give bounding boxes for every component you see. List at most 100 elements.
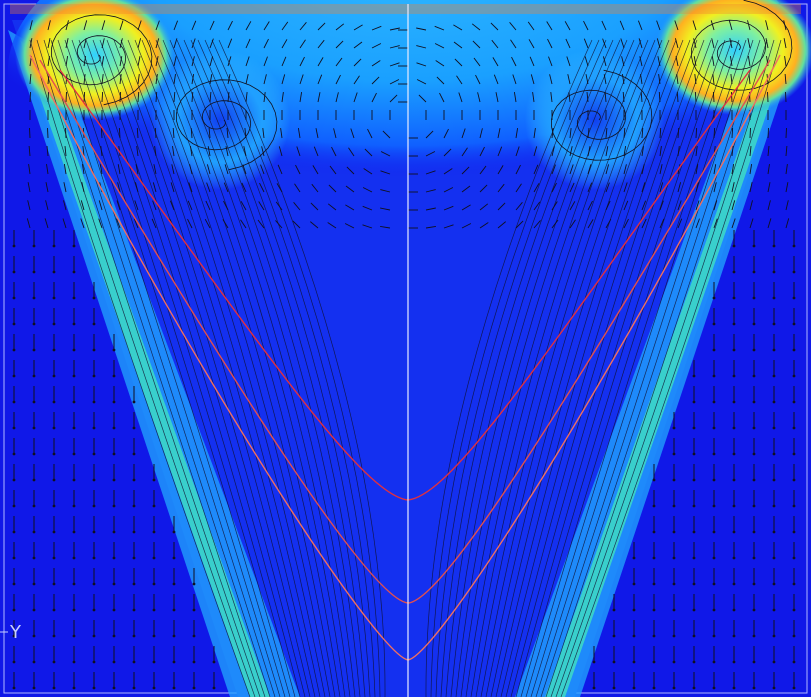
vector-head <box>153 531 156 534</box>
vector-head <box>653 661 656 664</box>
vector <box>714 128 715 138</box>
vector-head <box>153 505 156 508</box>
vector-head <box>613 635 616 638</box>
vector-head <box>93 349 96 352</box>
vector-head <box>93 661 96 664</box>
vector-head <box>733 427 736 430</box>
vector-head <box>13 453 16 456</box>
vector-head <box>73 531 76 534</box>
vector-head <box>133 479 136 482</box>
vector-head <box>753 609 756 612</box>
vector-head <box>793 297 796 300</box>
vector-head <box>673 505 676 508</box>
vector-head <box>753 583 756 586</box>
vector <box>101 128 102 138</box>
vector-head <box>713 505 716 508</box>
axis-label: Y <box>9 622 22 643</box>
vector-head <box>53 453 56 456</box>
vector-head <box>713 531 716 534</box>
vector-head <box>33 557 36 560</box>
vector-head <box>113 583 116 586</box>
vector-head <box>93 609 96 612</box>
vector-head <box>693 661 696 664</box>
vector-head <box>33 583 36 586</box>
vector <box>119 128 120 138</box>
vector-head <box>773 505 776 508</box>
vector-head <box>733 661 736 664</box>
vector-head <box>153 609 156 612</box>
vector-head <box>53 557 56 560</box>
vector-head <box>793 271 796 274</box>
vector-head <box>193 635 196 638</box>
vector-head <box>673 531 676 534</box>
vector-head <box>733 479 736 482</box>
vector-head <box>713 661 716 664</box>
vector-head <box>13 557 16 560</box>
vector-head <box>773 427 776 430</box>
vector-head <box>653 635 656 638</box>
vector-head <box>33 427 36 430</box>
vector-head <box>793 427 796 430</box>
vector-head <box>53 271 56 274</box>
vector-head <box>713 297 716 300</box>
vector-head <box>633 583 636 586</box>
vector-head <box>773 401 776 404</box>
vector-head <box>13 349 16 352</box>
vector-head <box>73 271 76 274</box>
vector-head <box>753 375 756 378</box>
vector-head <box>153 583 156 586</box>
vector-head <box>93 401 96 404</box>
vector-head <box>733 401 736 404</box>
vector-head <box>133 531 136 534</box>
vector-head <box>33 453 36 456</box>
vector <box>48 92 49 102</box>
vector-head <box>133 687 136 690</box>
vector-head <box>73 453 76 456</box>
vector-head <box>673 609 676 612</box>
vector-head <box>73 323 76 326</box>
vector <box>84 92 85 102</box>
vector-head <box>153 687 156 690</box>
vector-head <box>693 557 696 560</box>
vector-head <box>713 479 716 482</box>
vector-head <box>13 245 16 248</box>
vector-head <box>773 245 776 248</box>
vector-head <box>793 583 796 586</box>
vector-head <box>733 375 736 378</box>
vector-head <box>113 687 116 690</box>
vector <box>786 92 787 102</box>
vector-head <box>53 349 56 352</box>
vector-head <box>733 557 736 560</box>
vector-head <box>113 505 116 508</box>
vector-head <box>73 479 76 482</box>
vector-head <box>693 479 696 482</box>
vector-head <box>153 635 156 638</box>
vector-head <box>93 479 96 482</box>
vector-head <box>793 687 796 690</box>
vector-head <box>733 531 736 534</box>
vector-head <box>793 245 796 248</box>
vector-head <box>33 323 36 326</box>
vector-head <box>733 635 736 638</box>
vector-head <box>53 583 56 586</box>
vector-head <box>753 687 756 690</box>
vector-head <box>153 661 156 664</box>
vector-head <box>693 427 696 430</box>
vector-head <box>793 531 796 534</box>
vector-head <box>753 661 756 664</box>
vector-head <box>793 661 796 664</box>
vector-head <box>213 687 216 690</box>
vector-head <box>713 557 716 560</box>
vector-head <box>113 531 116 534</box>
vector-head <box>673 453 676 456</box>
vector-head <box>13 271 16 274</box>
flow-visualization: Y <box>0 0 811 697</box>
vector-head <box>773 349 776 352</box>
vector-head <box>613 687 616 690</box>
vector <box>713 92 714 102</box>
vector-head <box>53 401 56 404</box>
vector-head <box>733 453 736 456</box>
vector-head <box>93 297 96 300</box>
vector-head <box>133 557 136 560</box>
vector-head <box>113 401 116 404</box>
